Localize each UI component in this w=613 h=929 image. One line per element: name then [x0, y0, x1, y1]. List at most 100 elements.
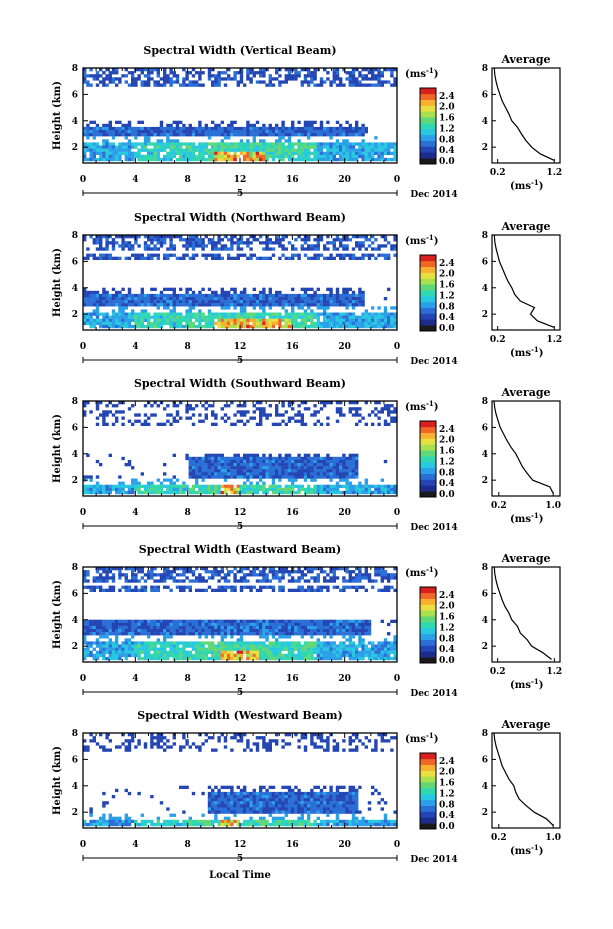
- heatmap-cell: [268, 148, 272, 152]
- heatmap-cell: [137, 235, 141, 239]
- heatmap-cell: [310, 321, 314, 326]
- heatmap-cell: [220, 306, 224, 310]
- y-tick-label: 4: [72, 450, 78, 460]
- heatmap-cell: [124, 650, 128, 654]
- heatmap-cell: [156, 306, 160, 310]
- heatmap-cell: [355, 324, 359, 329]
- heatmap-cell: [249, 625, 253, 630]
- heatmap-cell: [137, 419, 141, 423]
- heatmap-cell: [313, 145, 317, 149]
- heatmap-cell: [268, 469, 272, 473]
- heatmap-cell: [201, 133, 205, 137]
- heatmap-cell: [102, 570, 106, 574]
- heatmap-cell: [121, 625, 125, 630]
- heatmap-cell: [220, 293, 224, 298]
- heatmap-cell: [105, 297, 109, 301]
- heatmap-cell: [201, 318, 205, 322]
- heatmap-cell: [159, 123, 164, 128]
- heatmap-cell: [367, 490, 372, 495]
- heatmap-cell: [294, 570, 298, 574]
- heatmap-cell: [86, 290, 90, 295]
- heatmap-cell: [323, 321, 327, 326]
- heatmap-cell: [179, 300, 183, 304]
- heatmap-cell: [198, 632, 202, 636]
- heatmap-cell: [243, 410, 247, 414]
- heatmap-cell: [230, 619, 234, 623]
- heatmap-cell: [233, 656, 237, 661]
- heatmap-cell: [95, 235, 100, 239]
- colorbar-tick-label: 0.0: [439, 157, 455, 167]
- heatmap-cell: [172, 306, 176, 310]
- heatmap-cell: [268, 306, 272, 310]
- y-tick-label: 4: [72, 117, 78, 127]
- heatmap-cell: [246, 490, 250, 495]
- heatmap-cell: [195, 241, 199, 245]
- heatmap-cell: [275, 422, 279, 426]
- heatmap-cell: [223, 487, 228, 492]
- heatmap-cell: [179, 315, 183, 319]
- heatmap-cell: [121, 287, 125, 291]
- heatmap-cell: [252, 306, 256, 310]
- heatmap-cell: [137, 588, 141, 592]
- heatmap-cell: [364, 318, 368, 322]
- heatmap-cell: [374, 484, 378, 488]
- heatmap-cell: [220, 625, 224, 630]
- heatmap-cell: [230, 644, 234, 648]
- heatmap-cell: [156, 256, 160, 260]
- profile-y-tick-label: 8: [482, 397, 488, 407]
- heatmap-cell: [115, 324, 119, 329]
- heatmap-cell: [374, 318, 378, 322]
- heatmap-cell: [316, 463, 320, 467]
- heatmap-cell: [211, 456, 215, 461]
- heatmap-cell: [300, 484, 304, 488]
- heatmap-cell: [214, 148, 218, 152]
- heatmap-cell: [239, 148, 244, 152]
- heatmap-cell: [153, 157, 157, 162]
- heatmap-cell: [323, 151, 327, 155]
- heatmap-cell: [345, 287, 349, 291]
- heatmap-cell: [185, 484, 189, 488]
- heatmap-cell: [156, 653, 160, 658]
- heatmap-cell: [86, 74, 90, 78]
- heatmap-cell: [214, 244, 218, 248]
- heatmap-cell: [249, 312, 253, 316]
- profile-x-tick-label: 0.2: [490, 168, 506, 178]
- heatmap-cell: [92, 238, 96, 242]
- heatmap-cell: [188, 456, 192, 461]
- colorbar-swatch: [420, 93, 436, 100]
- heatmap-cell: [195, 238, 199, 242]
- heatmap-cell: [204, 407, 208, 411]
- profile-y-tick-label: 8: [482, 64, 488, 74]
- heatmap-cell: [335, 145, 340, 149]
- heatmap-cell: [348, 300, 352, 304]
- heatmap-cell: [131, 300, 135, 304]
- heatmap-cell: [246, 130, 250, 134]
- heatmap-cell: [291, 145, 295, 149]
- heatmap-cell: [377, 148, 381, 152]
- heatmap-cell: [95, 475, 100, 479]
- heatmap-cell: [204, 297, 208, 301]
- heatmap-cell: [131, 253, 135, 257]
- heatmap-cell: [387, 487, 391, 492]
- heatmap-cell: [313, 244, 317, 248]
- heatmap-cell: [294, 297, 298, 301]
- heatmap-cell: [214, 490, 218, 495]
- heatmap-cell: [275, 413, 279, 417]
- heatmap-cell: [172, 484, 176, 488]
- heatmap-cell: [275, 573, 279, 577]
- heatmap-cell: [252, 315, 256, 319]
- heatmap-cell: [214, 413, 218, 417]
- heatmap-cell: [83, 641, 87, 645]
- heatmap-cell: [233, 422, 237, 426]
- heatmap-cell: [332, 456, 336, 461]
- heatmap-cell: [214, 573, 218, 577]
- heatmap-cell: [121, 456, 125, 461]
- heatmap-cell: [220, 315, 224, 319]
- heatmap-cell: [169, 312, 173, 316]
- heatmap-cell: [191, 238, 196, 242]
- heatmap-cell: [246, 466, 250, 470]
- heatmap-cell: [284, 410, 288, 414]
- heatmap-cell: [287, 318, 292, 322]
- colorbar-label-exp: -1: [426, 233, 434, 242]
- heatmap-cell: [249, 632, 253, 636]
